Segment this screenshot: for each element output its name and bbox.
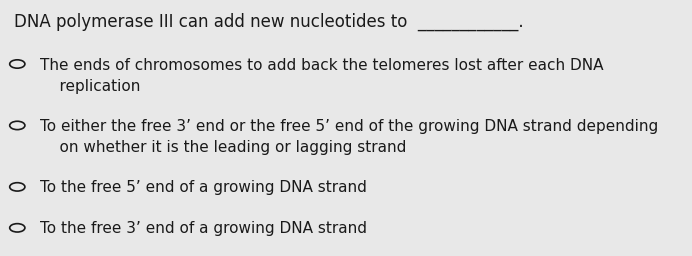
Text: To the free 3’ end of a growing DNA strand: To the free 3’ end of a growing DNA stra… bbox=[40, 221, 367, 237]
Text: To the free 5’ end of a growing DNA strand: To the free 5’ end of a growing DNA stra… bbox=[40, 180, 367, 196]
Text: DNA polymerase III can add new nucleotides to  ____________.: DNA polymerase III can add new nucleotid… bbox=[14, 13, 523, 31]
Text: The ends of chromosomes to add back the telomeres lost after each DNA
    replic: The ends of chromosomes to add back the … bbox=[40, 58, 603, 94]
Text: To either the free 3’ end or the free 5’ end of the growing DNA strand depending: To either the free 3’ end or the free 5’… bbox=[40, 119, 658, 155]
